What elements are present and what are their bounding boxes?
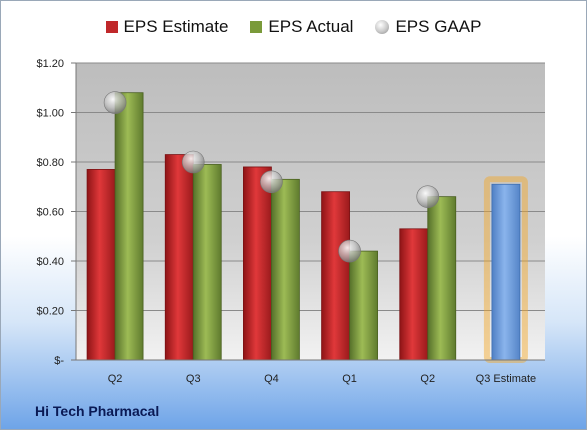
y-axis: $- $0.20 $0.40 $0.60 $0.80 $1.00 $1.20 [36,58,77,367]
x-tick-label: Q4 [264,373,279,385]
bar-eps-estimate [86,169,116,361]
x-tick-label: Q3 Estimate [476,373,537,385]
bar-eps-actual [114,92,144,361]
marker-eps-gaap [103,91,127,114]
bar-eps-actual [271,178,300,361]
x-axis: Q2 Q3 Q4 Q1 Q2 Q3 Estimate [76,359,545,385]
x-tick-label: Q1 [342,373,357,385]
gaap-markers [103,91,440,263]
bar-eps-estimate [399,228,429,361]
bar-eps-actual [427,196,457,361]
y-tick-label: $1.20 [36,58,64,70]
y-tick-label: $0.80 [36,157,64,169]
x-tick-label: Q3 [186,373,201,385]
legend-label-actual: EPS Actual [268,17,354,36]
marker-eps-gaap [181,150,205,174]
bar-eps-estimate [164,154,194,361]
legend-swatch-actual [250,21,263,33]
legend-label-estimate: EPS Estimate [123,17,229,36]
company-name: Hi Tech Pharmacal [35,403,160,419]
bar-eps-actual [192,164,222,361]
legend-swatch-gaap [375,20,390,34]
y-tick-label: $- [54,355,64,367]
y-tick-label: $0.40 [36,256,64,268]
legend-swatch-estimate [105,21,118,33]
bar-forecast [491,183,521,361]
bar-eps-estimate [243,166,272,361]
bar-eps-actual [349,250,378,361]
y-tick-label: $0.60 [36,207,64,219]
x-tick-label: Q2 [420,373,435,385]
y-tick-label: $0.20 [36,306,64,318]
legend-item-eps-gaap: EPS GAAP [375,17,481,37]
bars [86,92,528,363]
x-tick-label: Q2 [108,373,123,385]
marker-eps-gaap [416,185,440,208]
legend-label-gaap: EPS GAAP [395,17,482,36]
bar-eps-estimate [321,191,350,361]
legend-item-eps-actual: EPS Actual [250,17,353,37]
marker-eps-gaap [260,170,283,194]
chart-legend: EPS Estimate EPS Actual EPS GAAP [1,17,586,37]
marker-eps-gaap [338,239,361,263]
y-tick-label: $1.00 [36,108,64,120]
legend-item-eps-estimate: EPS Estimate [105,17,229,37]
